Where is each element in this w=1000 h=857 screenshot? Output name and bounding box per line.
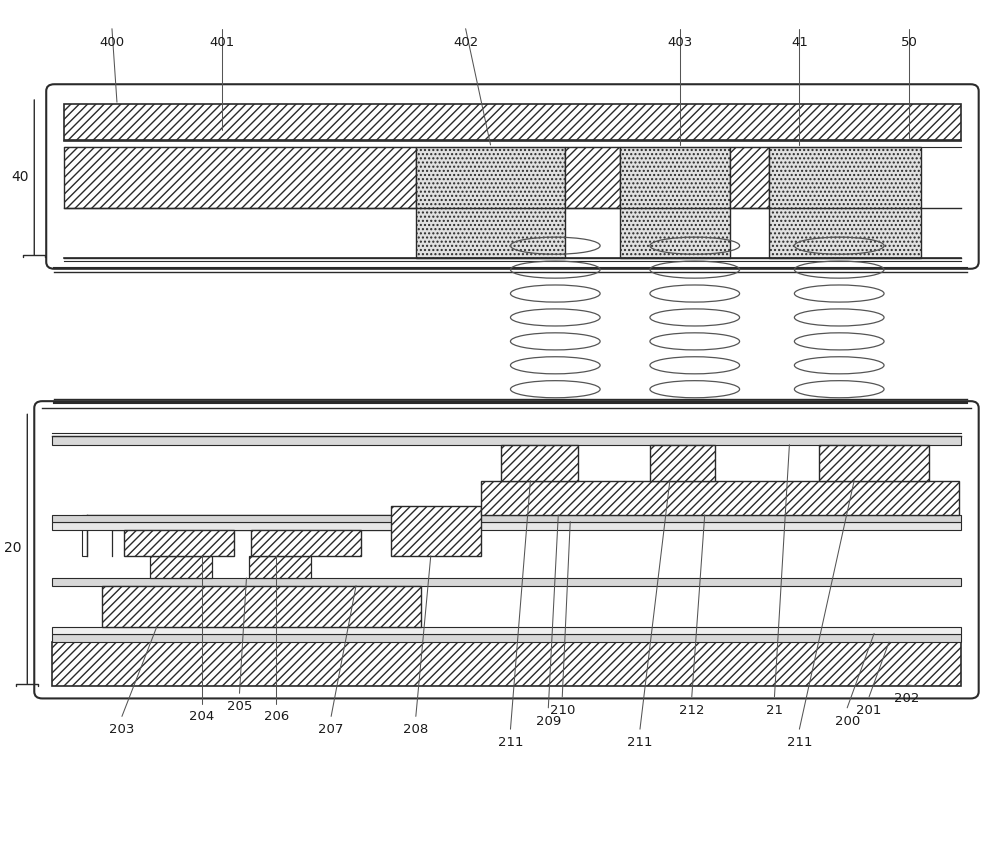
- Bar: [249, 556, 311, 578]
- Text: 202: 202: [894, 692, 920, 704]
- FancyBboxPatch shape: [46, 84, 979, 269]
- Bar: [150, 556, 212, 578]
- Text: 212: 212: [679, 704, 705, 716]
- Text: 207: 207: [318, 723, 344, 736]
- Bar: [251, 530, 361, 556]
- Bar: [620, 147, 730, 258]
- Text: 402: 402: [453, 35, 478, 49]
- Bar: [124, 530, 234, 556]
- Bar: [102, 585, 421, 626]
- Bar: [391, 506, 481, 556]
- Bar: [501, 445, 578, 481]
- Text: 209: 209: [536, 715, 561, 728]
- Text: 20: 20: [4, 541, 21, 555]
- Text: 40: 40: [12, 171, 29, 184]
- Text: 208: 208: [403, 723, 428, 736]
- Text: 206: 206: [264, 710, 289, 723]
- Bar: [64, 104, 961, 140]
- Bar: [64, 147, 416, 208]
- Bar: [52, 436, 961, 445]
- Bar: [52, 522, 961, 530]
- Bar: [52, 515, 961, 522]
- Bar: [82, 515, 87, 556]
- Bar: [52, 633, 961, 642]
- FancyBboxPatch shape: [34, 401, 979, 698]
- Bar: [481, 481, 959, 515]
- Text: 204: 204: [189, 710, 214, 723]
- Text: 50: 50: [901, 35, 917, 49]
- Text: 210: 210: [550, 704, 575, 716]
- Text: 403: 403: [667, 35, 692, 49]
- Bar: [52, 642, 961, 686]
- Bar: [416, 147, 565, 258]
- Text: 211: 211: [627, 736, 653, 749]
- Bar: [730, 147, 769, 208]
- Bar: [565, 147, 620, 208]
- Text: 211: 211: [787, 736, 812, 749]
- Bar: [52, 626, 961, 633]
- Text: 205: 205: [227, 700, 252, 713]
- Text: 211: 211: [498, 736, 523, 749]
- Bar: [650, 445, 715, 481]
- Bar: [769, 147, 921, 258]
- Text: 203: 203: [109, 723, 135, 736]
- Text: 401: 401: [209, 35, 234, 49]
- Text: 41: 41: [791, 35, 808, 49]
- Text: 201: 201: [856, 704, 882, 716]
- Bar: [52, 578, 961, 585]
- Text: 21: 21: [766, 704, 783, 716]
- Text: 200: 200: [835, 715, 860, 728]
- Bar: [819, 445, 929, 481]
- Text: 400: 400: [99, 35, 125, 49]
